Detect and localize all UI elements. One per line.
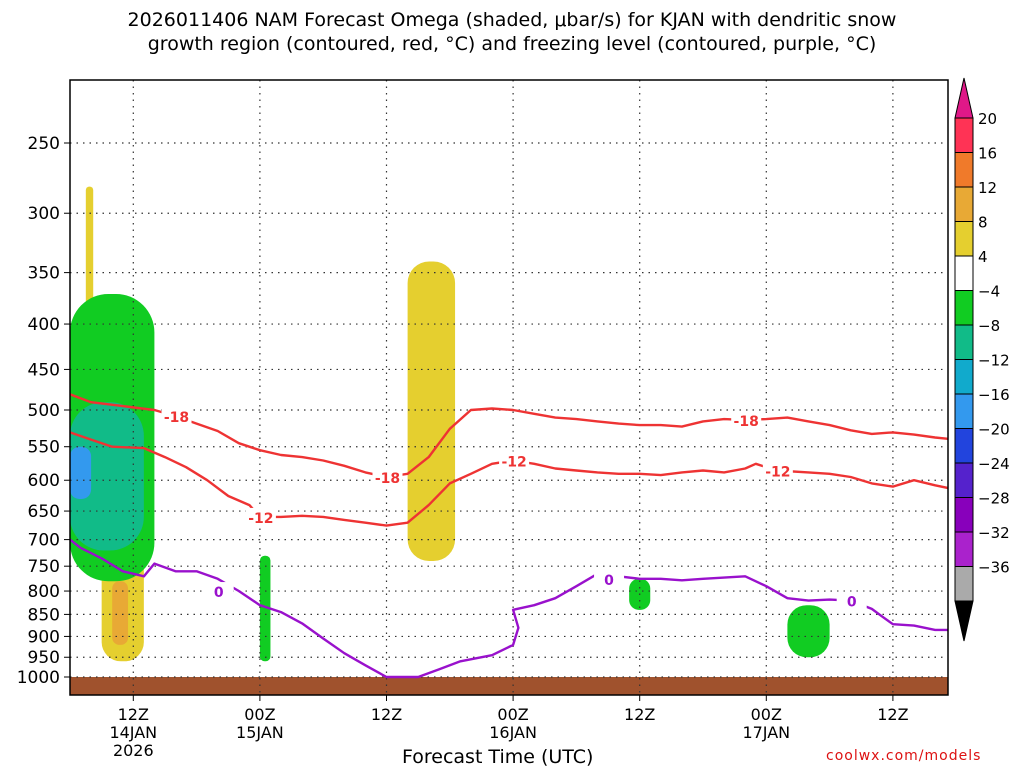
colorbar-label-8: −16 (978, 386, 1010, 404)
y-axis: 2503003504004505005506006507007508008509… (17, 134, 70, 688)
contour-label-0-0: -18 (164, 410, 189, 426)
contour-label-bg-2-1 (594, 569, 625, 587)
colorbar-swatch-10 (954, 462, 974, 498)
colorbar-swatch-7 (954, 359, 974, 395)
ytick-label-650: 650 (28, 502, 60, 522)
chart-title: 2026011406 NAM Forecast Omega (shaded, μ… (127, 9, 897, 55)
xtick-label-12-2: 2026 (113, 741, 154, 760)
contour-label-0-2: -18 (734, 414, 759, 430)
xtick-label-84-0: 12Z (877, 705, 908, 724)
contours: -18 -18 -18 -12 -12 -12 0 0 0 (70, 393, 948, 679)
ytick-label-900: 900 (28, 627, 60, 647)
contour-label-2-2: 0 (847, 595, 857, 611)
x-axis-title: Forecast Time (UTC) (402, 746, 594, 768)
ytick-label-300: 300 (28, 204, 60, 224)
ytick-label-400: 400 (28, 315, 60, 335)
contour-label-bg-0-1 (372, 468, 403, 486)
colorbar-swatch-8 (954, 393, 974, 429)
colorbar-label-7: −12 (978, 352, 1010, 370)
contour-label-1-1: -12 (501, 454, 526, 470)
colorbar-swatch-12 (954, 531, 974, 567)
ytick-label-800: 800 (28, 582, 60, 602)
contour-label-1-2: -12 (765, 464, 790, 480)
contour-label-bg-1-2 (762, 461, 793, 479)
contour-label-bg-0-0 (161, 407, 192, 425)
colorbar-label-3: 8 (978, 214, 988, 232)
colorbar-label-2: 12 (978, 179, 997, 197)
ytick-label-850: 850 (28, 605, 60, 625)
colorbar-label-6: −8 (978, 317, 1000, 335)
omega-region-8 (259, 555, 271, 662)
colorbar-swatch-6 (954, 324, 974, 360)
xtick-label-24-0: 00Z (244, 705, 275, 724)
colorbar-swatch-11 (954, 497, 974, 533)
ytick-label-700: 700 (28, 531, 60, 551)
colorbar-label-10: −24 (978, 455, 1010, 473)
contour-label-1-0: -12 (248, 511, 273, 527)
ytick-label-550: 550 (28, 438, 60, 458)
contour-label-bg-1-1 (499, 451, 530, 469)
grid (70, 80, 948, 695)
xtick-label-48-1: 16JAN (489, 723, 537, 742)
plot-frame (69, 79, 949, 696)
colorbar-swatch-2 (954, 186, 974, 222)
colorbar-label-13: −36 (978, 559, 1010, 577)
colorbar-swatch-9 (954, 428, 974, 464)
omega-region-2 (407, 261, 456, 562)
contour-label-0-1: -18 (375, 471, 400, 487)
ytick-label-1000: 1000 (17, 668, 60, 688)
ytick-label-350: 350 (28, 264, 60, 284)
contour-2 (70, 538, 948, 679)
colorbar-label-12: −32 (978, 524, 1010, 542)
contour-label-bg-0-2 (731, 410, 762, 428)
contour-label-2-0: 0 (214, 585, 224, 601)
contour-label-bg-2-0 (203, 582, 234, 600)
ytick-label-450: 450 (28, 360, 60, 380)
xtick-label-12-0: 12Z (118, 705, 149, 724)
site-credit: coolwx.com/models (826, 748, 982, 764)
contour-0 (70, 393, 948, 479)
colorbar: 20 16 12 8 4 −4 −8 −12 −16 −20 −24 −28 −32 −36 (954, 77, 1010, 642)
colorbar-swatch-5 (954, 290, 974, 326)
ytick-label-250: 250 (28, 134, 60, 154)
contour-label-bg-1-0 (245, 507, 276, 525)
colorbar-label-9: −20 (978, 421, 1010, 439)
omega-region-10 (787, 605, 830, 658)
omega-region-4 (112, 581, 129, 645)
colorbar-top-arrow (954, 77, 974, 119)
xtick-label-48-0: 00Z (497, 705, 528, 724)
ytick-label-950: 950 (28, 648, 60, 668)
contour-label-bg-2-2 (836, 591, 867, 609)
xtick-label-12-1: 14JAN (109, 723, 157, 742)
xtick-label-24-1: 15JAN (236, 723, 284, 742)
ytick-label-750: 750 (28, 557, 60, 577)
xtick-label-36-0: 12Z (371, 705, 402, 724)
colorbar-label-5: −4 (978, 283, 1000, 301)
xtick-label-60-0: 12Z (624, 705, 655, 724)
xtick-label-72-1: 17JAN (742, 723, 790, 742)
ground-surface (70, 677, 948, 695)
colorbar-swatch-3 (954, 221, 974, 257)
ytick-label-500: 500 (28, 401, 60, 421)
colorbar-swatch-0 (954, 117, 974, 153)
colorbar-label-4: 4 (978, 248, 988, 266)
ytick-label-600: 600 (28, 471, 60, 491)
colorbar-label-1: 16 (978, 145, 997, 163)
omega-region-7 (70, 446, 92, 500)
colorbar-swatch-1 (954, 152, 974, 188)
colorbar-swatch-13 (954, 566, 974, 602)
contour-label-2-1: 0 (604, 573, 614, 589)
colorbar-swatch-4 (954, 255, 974, 291)
colorbar-bottom-arrow (954, 600, 974, 642)
colorbar-label-0: 20 (978, 110, 997, 128)
xtick-label-72-0: 00Z (751, 705, 782, 724)
colorbar-label-11: −28 (978, 490, 1010, 508)
